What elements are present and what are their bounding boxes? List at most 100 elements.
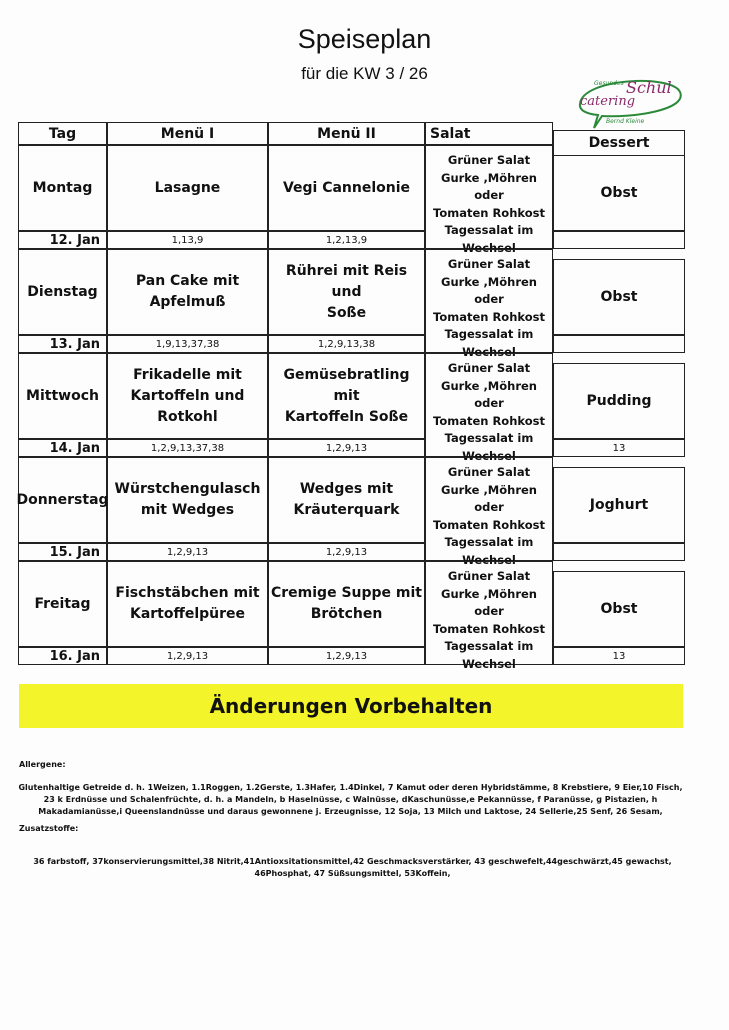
dessert-allergen-cell: 13 (553, 439, 685, 457)
salad-cell: Grüner Salat Gurke ,Möhren oder Tomaten Ro… (425, 145, 553, 255)
column-header: Tag (18, 122, 107, 145)
day: Dienstag (18, 249, 107, 335)
day: Mittwoch (18, 353, 107, 439)
salad-line: Tagessalat im (444, 223, 534, 237)
salad-cell: Grüner Salat Gurke ,Möhren oder Tomaten Ro… (425, 249, 553, 359)
date: 16. Jan (18, 647, 107, 665)
logo-main: Schul (626, 78, 672, 97)
date: 13. Jan (18, 335, 107, 353)
menu-line: Wedges mit (299, 481, 394, 497)
menu-line: Würstchengulasch (114, 481, 261, 497)
salad-line: Tagessalat im (444, 639, 534, 653)
menu-line: Vegi Cannelonie (282, 179, 411, 196)
dessert: Obst (553, 155, 685, 231)
dessert-allergens: 13 (612, 442, 626, 454)
salad-line: Gurke ,Möhren oder (441, 378, 537, 411)
dessert: Joghurt (553, 467, 685, 543)
menu-cell: Lasagne (107, 145, 268, 231)
salad-cell: Grüner Salat Gurke ,Möhren oder Tomaten Ro… (425, 561, 553, 671)
dessert: Pudding (553, 363, 685, 439)
date: 14. Jan (18, 439, 107, 457)
column-header: Salat (425, 122, 553, 145)
menu-cell: Gemüsebratling mit Kartoffeln Soße (268, 353, 425, 439)
allergens-text: Glutenhaltige Getreide d. h. 1Weizen, 1.… (18, 783, 683, 816)
salad-line: Tagessalat im (444, 327, 534, 341)
allergen-codes: 1,2,9,13 (268, 543, 425, 561)
dessert-allergen-cell (553, 231, 685, 249)
salad-line: Gurke ,Möhren oder (441, 170, 537, 203)
salad-cell: Grüner Salat Gurke ,Möhren oder Tomaten Ro… (425, 457, 553, 567)
menu-cell: Frikadelle mit Kartoffeln und Rotkohl (107, 353, 268, 439)
subtitle: für die KW 3 / 26 (301, 64, 428, 83)
menu-line: Rührei mit Reis und (285, 262, 408, 300)
dessert-allergen-cell (553, 335, 685, 353)
additives-title: Zusatzstoffe: (19, 824, 79, 833)
salad-line: Tomaten Rohkost (433, 413, 545, 428)
salad-line: Wechsel (462, 552, 516, 567)
salad-line: Wechsel (462, 656, 516, 671)
notice-banner: Änderungen Vorbehalten (19, 684, 683, 728)
day: Montag (18, 145, 107, 231)
logo-sub: catering (580, 94, 636, 109)
dessert-allergen-cell: 13 (553, 647, 685, 665)
allergen-codes: 1,2,9,13,37,38 (107, 439, 268, 457)
menu-cell: Würstchengulasch mit Wedges (107, 457, 268, 543)
menu-line: Gemüsebratling mit (283, 366, 410, 404)
allergen-codes: 1,2,13,9 (268, 231, 425, 249)
menu-line: Brötchen (310, 606, 383, 622)
allergen-codes: 1,2,9,13 (107, 543, 268, 561)
menu-line: Apfelmuß (149, 294, 226, 310)
salad-line: Gurke ,Möhren oder (441, 482, 537, 515)
menu-cell: Pan Cake mit Apfelmuß (107, 249, 268, 335)
menu-line: Lasagne (154, 179, 221, 196)
menu-line: Kräuterquark (293, 502, 400, 518)
salad-line: Tagessalat im (444, 431, 534, 445)
salad-line: Tagessalat im (444, 535, 534, 549)
menu-line: Kartoffelpüree (129, 606, 246, 622)
salad-line: Gurke ,Möhren oder (441, 586, 537, 619)
logo-name: Bernd Kleine (606, 118, 645, 125)
logo: Gesundes Schul catering Bernd Kleine (572, 74, 690, 132)
salad-line: Tomaten Rohkost (433, 621, 545, 636)
logo-top: Gesundes (594, 80, 624, 87)
menu-cell: Rührei mit Reis und Soße (268, 249, 425, 335)
menu-line: mit Wedges (140, 502, 235, 518)
salad-line: Grüner Salat (447, 569, 531, 583)
logo-frame (578, 79, 682, 129)
allergen-codes: 1,2,9,13 (268, 439, 425, 457)
salad-line: Gurke ,Möhren oder (441, 274, 537, 307)
salad-line: Tomaten Rohkost (433, 205, 545, 220)
dessert: Obst (553, 259, 685, 335)
day: Freitag (18, 561, 107, 647)
allergen-codes: 1,2,9,13 (107, 647, 268, 665)
date: 15. Jan (18, 543, 107, 561)
salad-line: Grüner Salat (447, 153, 531, 167)
column-header: Dessert (553, 130, 685, 156)
menu-line: Kartoffeln Soße (284, 408, 409, 425)
salad-line: Tomaten Rohkost (433, 309, 545, 324)
menu-line: Frikadelle mit (133, 366, 242, 383)
menu-line: Cremige Suppe mit (271, 585, 422, 601)
salad-line: Grüner Salat (447, 361, 531, 375)
salad-cell: Grüner Salat Gurke ,Möhren oder Tomaten Ro… (425, 353, 553, 463)
title: Speiseplan (297, 24, 432, 54)
menu-line: Fischstäbchen mit (115, 585, 260, 601)
allergen-codes: 1,13,9 (107, 231, 268, 249)
menu-line: Kartoffeln und (130, 387, 245, 404)
dessert-allergens: 13 (612, 650, 626, 662)
column-header: Menü II (268, 122, 425, 145)
menu-line: Pan Cake mit (135, 273, 240, 289)
menu-line: Soße (326, 304, 367, 321)
salad-line: Wechsel (462, 240, 516, 255)
salad-line: Grüner Salat (447, 257, 531, 271)
allergens-title: Allergene: (19, 760, 66, 769)
menu-cell: Wedges mit Kräuterquark (268, 457, 425, 543)
menu-cell: Cremige Suppe mit Brötchen (268, 561, 425, 647)
salad-line: Wechsel (462, 448, 516, 463)
salad-line: Wechsel (462, 344, 516, 359)
allergen-codes: 1,2,9,13 (268, 647, 425, 665)
menu-cell: Fischstäbchen mit Kartoffelpüree (107, 561, 268, 647)
dessert-allergen-cell (553, 543, 685, 561)
column-header: Menü I (107, 122, 268, 145)
